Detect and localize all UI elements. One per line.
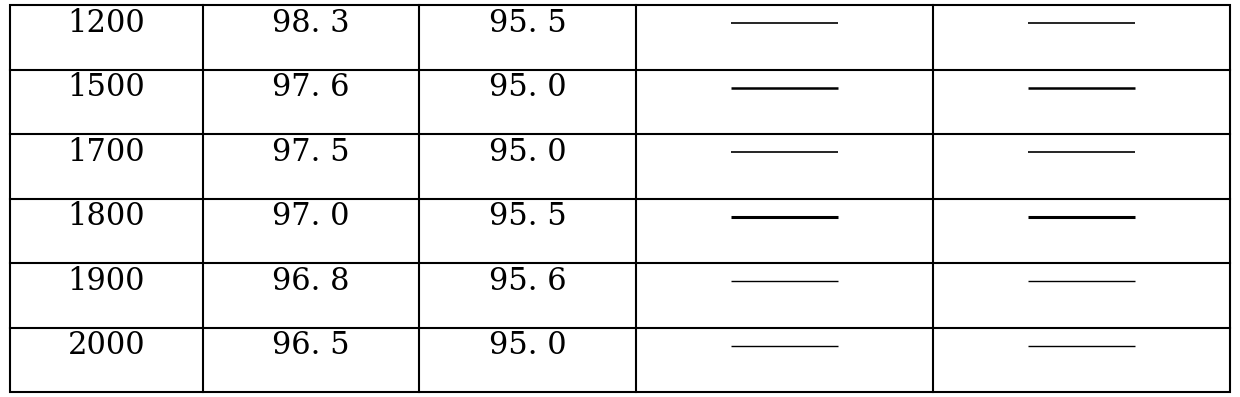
Text: 97. 6: 97. 6 bbox=[273, 72, 350, 103]
Text: 95. 6: 95. 6 bbox=[489, 266, 567, 297]
Text: 95. 5: 95. 5 bbox=[489, 201, 567, 232]
Text: 96. 8: 96. 8 bbox=[273, 266, 350, 297]
Text: 1500: 1500 bbox=[67, 72, 145, 103]
Text: 1800: 1800 bbox=[68, 201, 145, 232]
Text: 96. 5: 96. 5 bbox=[273, 330, 350, 361]
Text: 2000: 2000 bbox=[68, 330, 145, 361]
Text: 97. 5: 97. 5 bbox=[273, 137, 350, 168]
Text: 1700: 1700 bbox=[68, 137, 145, 168]
Text: 1200: 1200 bbox=[67, 8, 145, 39]
Text: 98. 3: 98. 3 bbox=[273, 8, 350, 39]
Text: 95. 0: 95. 0 bbox=[489, 330, 567, 361]
Text: 95. 5: 95. 5 bbox=[489, 8, 567, 39]
Text: 1900: 1900 bbox=[68, 266, 145, 297]
Text: 97. 0: 97. 0 bbox=[273, 201, 350, 232]
Text: 95. 0: 95. 0 bbox=[489, 137, 567, 168]
Text: 95. 0: 95. 0 bbox=[489, 72, 567, 103]
